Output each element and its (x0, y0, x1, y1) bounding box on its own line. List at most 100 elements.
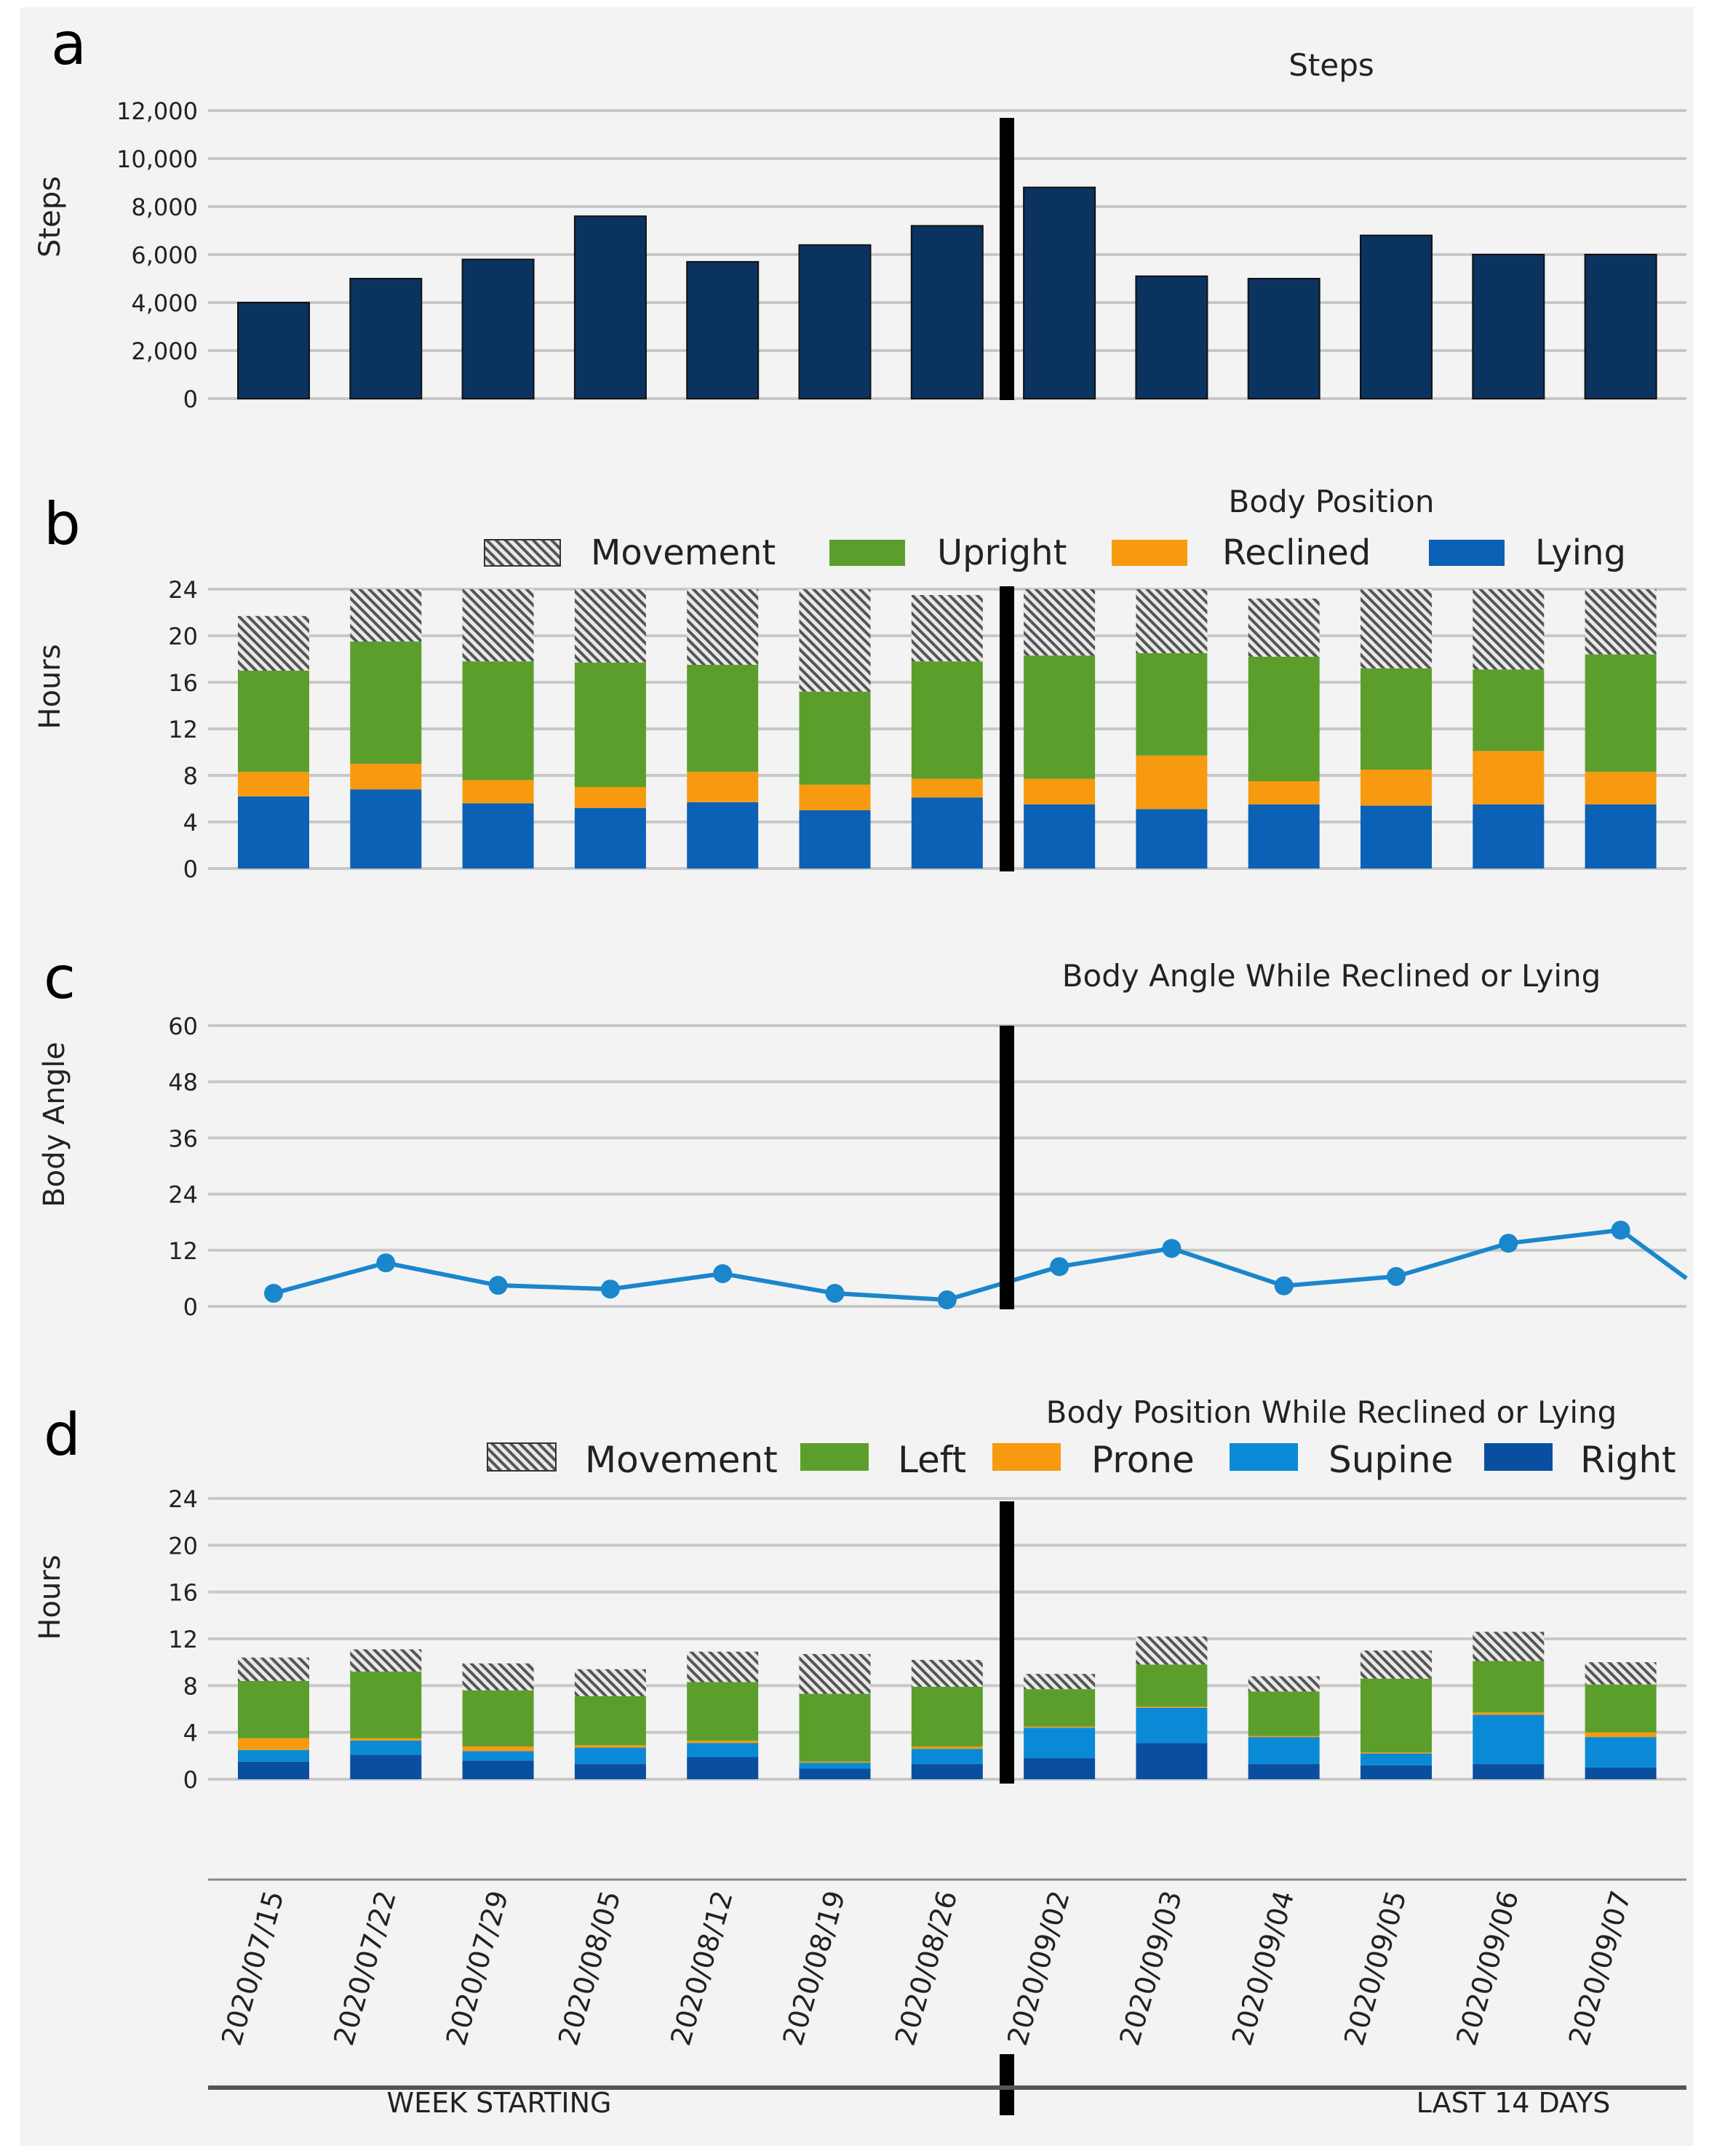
panel-b-segment-movement (1024, 589, 1096, 656)
panel-b-ytick-label: 0 (183, 855, 198, 883)
panel-d-segment-movement (911, 1659, 983, 1687)
panel-b-segment-upright (1361, 668, 1432, 770)
panel-b-segment-movement (574, 589, 646, 663)
panel-d-segment-prone (1248, 1736, 1320, 1738)
panel-d-segment-right (1585, 1767, 1657, 1779)
panel-d-segment-movement (1585, 1662, 1657, 1685)
panel-d-segment-left (350, 1672, 422, 1738)
date-tick-label: 2020/08/26 (889, 1887, 964, 2049)
panel-d-segment-movement (462, 1663, 534, 1690)
divider-panel-c (1000, 1026, 1014, 1309)
body-angle-point (713, 1263, 733, 1283)
panel-b-segment-lying (1136, 809, 1208, 869)
body-angle-point (488, 1276, 508, 1295)
panel-d-segment-prone (1361, 1752, 1432, 1754)
legend-b-swatch-reclined (1112, 540, 1187, 566)
divider-footer (1000, 2054, 1014, 2115)
body-angle-point (1274, 1276, 1294, 1295)
panel-d-segment-supine (238, 1749, 309, 1762)
panel-b-segment-upright (687, 665, 759, 772)
panel-letter-d: d (44, 1401, 81, 1469)
date-tick-label: 2020/09/06 (1450, 1887, 1525, 2049)
panel-d-segment-prone (350, 1738, 422, 1741)
steps-bar (1584, 254, 1657, 399)
panel-b-segment-movement (462, 589, 534, 662)
panel-d-ylabel: Hours (33, 1554, 67, 1640)
date-tick-label: 2020/07/15 (215, 1887, 290, 2049)
legend-d-label-movement: Movement (585, 1439, 778, 1481)
body-angle-point (600, 1279, 620, 1299)
panel-d-segment-left (1136, 1664, 1208, 1707)
panel-d-segment-prone (238, 1738, 309, 1750)
panel-letter-b: b (44, 490, 81, 558)
panel-d-segment-movement (1248, 1676, 1320, 1692)
panel-b-segment-movement (1248, 598, 1320, 657)
panel-d-reclined-position-chart: 0 4 8 12 16 20 24 (168, 1485, 1686, 1794)
panel-a-ytick-label: 4,000 (131, 290, 198, 317)
panel-d-segment-movement (1473, 1632, 1545, 1661)
panel-d-segment-supine (350, 1740, 422, 1755)
panel-b-segment-movement (1585, 589, 1657, 655)
date-tick-label: 2020/08/05 (552, 1887, 627, 2049)
panel-b-segment-upright (1585, 654, 1657, 772)
legend-d-swatch-right (1484, 1443, 1553, 1471)
body-angle-point (1499, 1234, 1518, 1253)
steps-bar (686, 260, 760, 399)
panel-d-segment-left (1361, 1678, 1432, 1753)
panel-d-segment-supine (1024, 1728, 1096, 1759)
panel-d-segment-left (574, 1696, 646, 1746)
panel-b-body-position-chart: 0 4 8 12 16 20 24 (168, 576, 1686, 883)
panel-d-ytick-label: 20 (168, 1532, 198, 1560)
panel-b-ytick-label: 12 (168, 716, 198, 743)
panel-b-segment-upright (799, 691, 871, 785)
panel-d-segment-left (911, 1686, 983, 1746)
steps-bar (1472, 254, 1545, 399)
panel-d-segment-right (462, 1760, 534, 1779)
body-angle-point (1050, 1257, 1069, 1277)
panel-d-ytick-label: 12 (168, 1626, 198, 1653)
body-angle-point (1387, 1266, 1406, 1286)
steps-bar (461, 258, 535, 399)
panel-d-ytick-label: 8 (183, 1672, 198, 1700)
legend-d-swatch-left (800, 1443, 869, 1471)
panel-d-segment-right (350, 1754, 422, 1779)
panel-b-segment-lying (799, 810, 871, 869)
panel-d-segment-prone (687, 1740, 759, 1744)
panel-b-segment-lying (911, 797, 983, 869)
steps-bar (1135, 275, 1208, 400)
panel-b-segment-reclined (350, 764, 422, 790)
panel-b-segment-upright (1024, 655, 1096, 779)
panel-d-segment-movement (574, 1669, 646, 1696)
legend-b-swatch-upright (829, 540, 905, 566)
panel-b-segment-upright (238, 671, 309, 772)
panel-d-segment-right (1361, 1765, 1432, 1779)
panel-b-segment-reclined (1024, 778, 1096, 804)
panel-d-segment-prone (1136, 1706, 1208, 1708)
panel-d-segment-right (1024, 1758, 1096, 1779)
panel-letter-a: a (51, 10, 87, 78)
panel-d-segment-supine (462, 1751, 534, 1761)
panel-c-ytick-label: 12 (168, 1237, 198, 1265)
panel-b-ytick-label: 4 (183, 809, 198, 837)
panel-d-segment-prone (462, 1746, 534, 1752)
panel-c-ytick-label: 48 (168, 1069, 198, 1096)
panel-d-title: Body Position While Reclined or Lying (1046, 1394, 1617, 1430)
body-angle-point (376, 1253, 396, 1273)
steps-bar (1360, 234, 1433, 399)
panel-d-ytick-label: 16 (168, 1579, 198, 1607)
panel-b-segment-upright (574, 662, 646, 787)
date-tick-label: 2020/07/29 (440, 1887, 515, 2049)
panel-d-segment-left (1024, 1689, 1096, 1727)
body-angle-point (937, 1290, 957, 1309)
body-angle-point (1162, 1239, 1182, 1258)
date-tick-label: 2020/08/19 (776, 1887, 851, 2049)
panel-d-segment-supine (574, 1747, 646, 1765)
panel-d-segment-right (1473, 1764, 1545, 1779)
panel-b-segment-lying (462, 803, 534, 869)
panel-b-segment-movement (1361, 589, 1432, 668)
legend-d-label-prone: Prone (1091, 1439, 1195, 1481)
panel-b-segment-movement (799, 589, 871, 692)
panel-c-title: Body Angle While Reclined or Lying (1062, 958, 1601, 994)
panel-b-segment-movement (238, 615, 309, 671)
panel-b-segment-reclined (911, 778, 983, 798)
